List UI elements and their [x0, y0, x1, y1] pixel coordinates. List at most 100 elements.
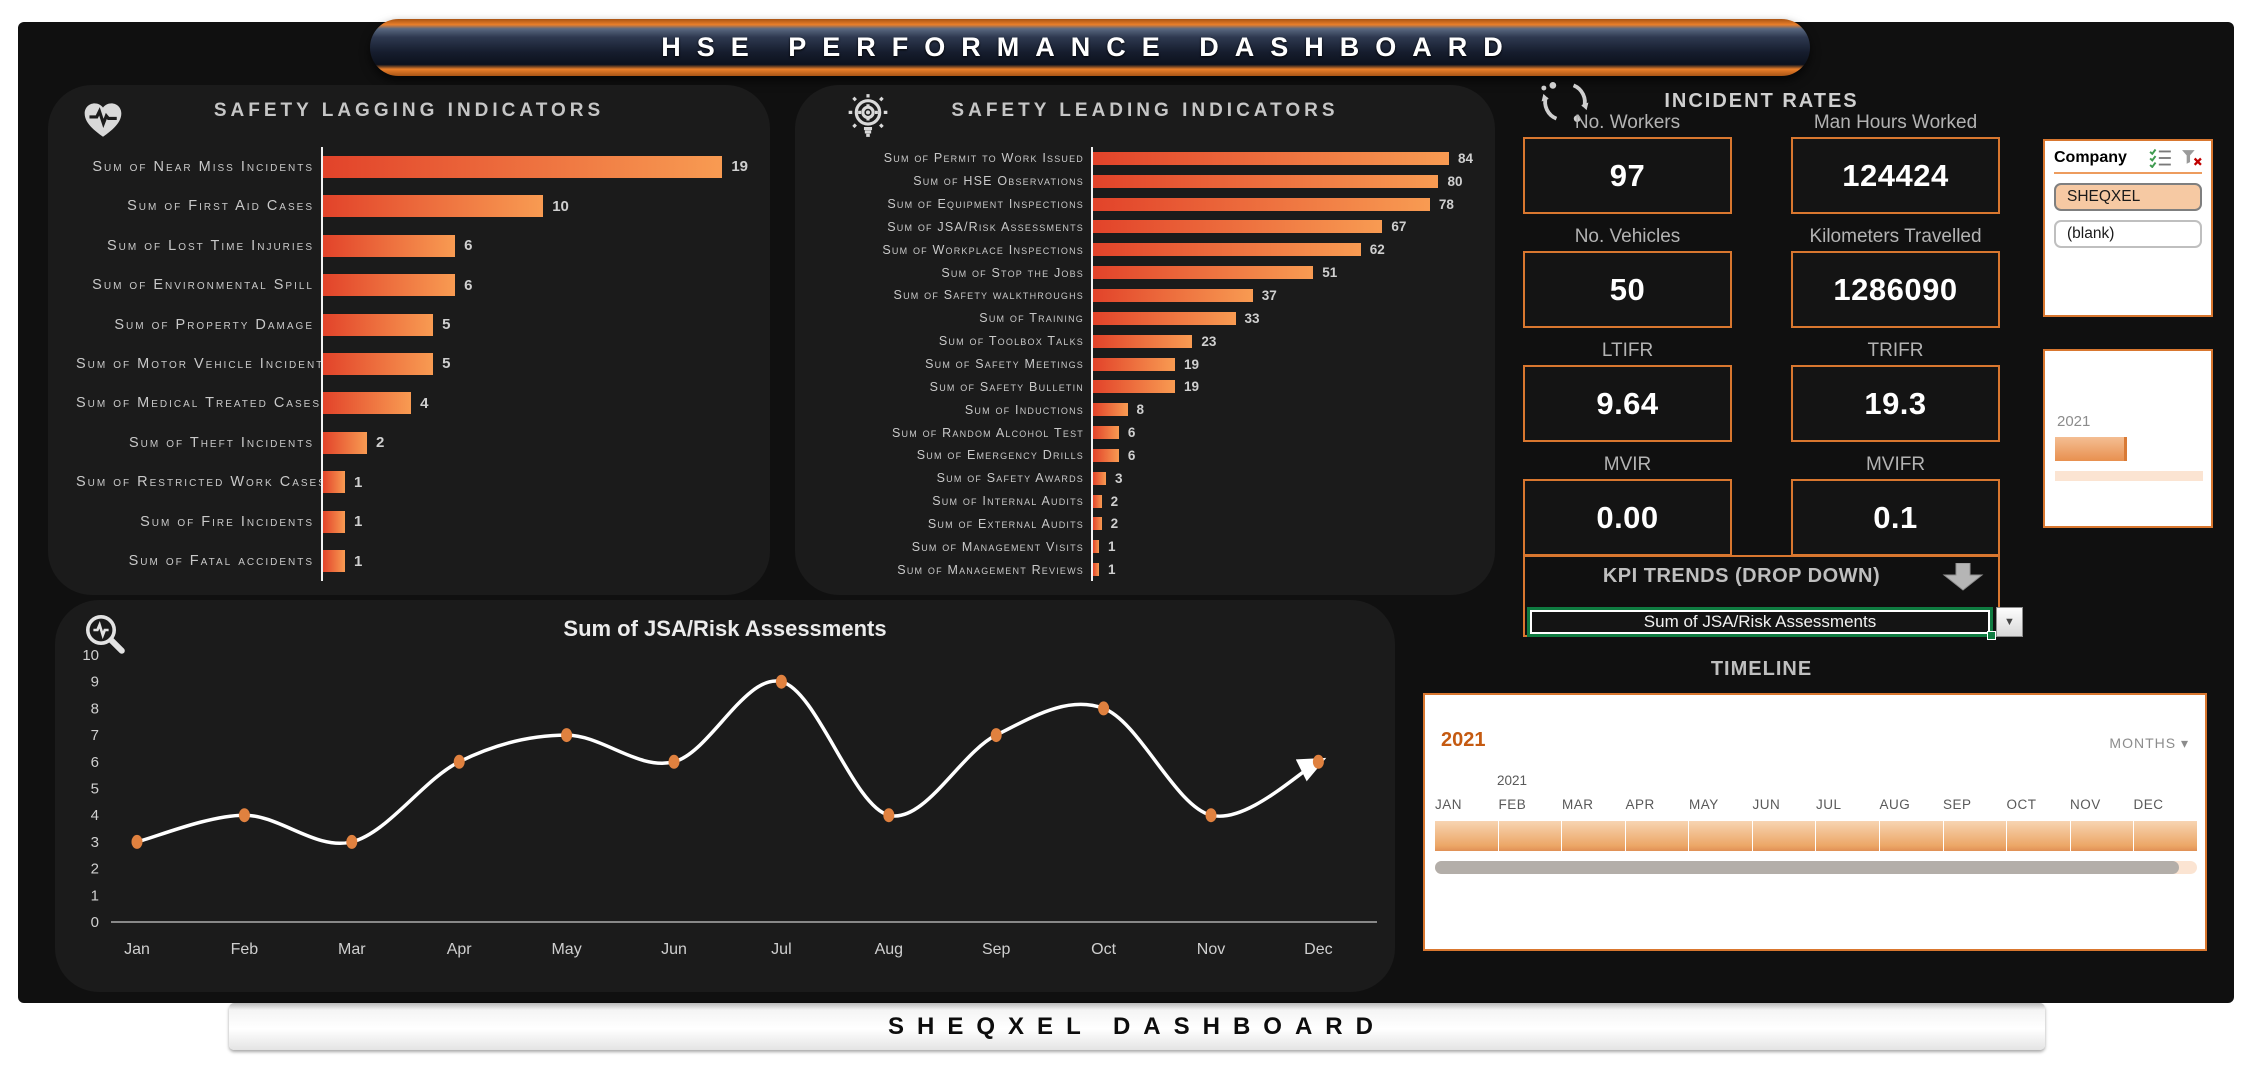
kpi-value-box: 0.1: [1791, 479, 2000, 556]
timeline-month-cell[interactable]: [1752, 821, 1817, 851]
bar-row: Sum of Internal Audits 2: [823, 489, 1473, 513]
bar: [1093, 471, 1106, 485]
bar-track: 5: [321, 304, 748, 345]
timeline-granularity-dropdown[interactable]: MONTHS ▾: [2109, 735, 2189, 752]
multi-select-icon[interactable]: [2149, 148, 2173, 168]
bar-row: Sum of HSE Observations 80: [823, 169, 1473, 193]
year-slicer-scrollbar[interactable]: [2055, 471, 2203, 481]
trend-line-chart: 0 1 2 3 4 5 6 7 8 9 10 Jan Feb Mar Apr May Jun Jul Aug Sep O…: [82, 647, 1377, 958]
bar-category-label: Sum of Medical Treated Cases: [76, 395, 321, 412]
timeline-month-cell[interactable]: [1625, 821, 1690, 851]
kpi-value: 50: [1609, 271, 1646, 307]
kpi-trends-dropdown[interactable]: Sum of JSA/Risk Assessments: [1527, 607, 1996, 640]
bar-row: Sum of Stop the Jobs 51: [823, 261, 1473, 285]
bar-track: 19: [1091, 375, 1473, 399]
kpi-value-box: 9.64: [1523, 365, 1732, 442]
x-axis-month-label: Oct: [1091, 941, 1116, 958]
incident-rates-title: INCIDENT RATES: [1664, 90, 1859, 112]
data-point-marker: [1205, 808, 1217, 823]
timeline-month-cell[interactable]: [1816, 821, 1881, 851]
bar-category-label: Sum of Motor Vehicle Incidents: [76, 355, 321, 372]
bar-category-label: Sum of Workplace Inspections: [882, 242, 1084, 257]
bar-value-label: 1: [1108, 562, 1116, 578]
timeline-selection-band: [1435, 821, 2197, 851]
bar-category-label: Sum of Safety walkthroughs: [893, 288, 1084, 303]
timeline-month-cell[interactable]: [1689, 821, 1753, 851]
footer-title: SHEQXEL DASHBOARD: [888, 1012, 1386, 1040]
bar: [1093, 357, 1176, 371]
lagging-bar-chart: Sum of Near Miss Incidents 19 Sum of First…: [76, 147, 748, 581]
bar-category-label: Sum of Internal Audits: [932, 494, 1084, 509]
data-point-marker: [561, 728, 573, 743]
bar-row: Sum of Medical Treated Cases 4: [76, 383, 748, 424]
bar: [323, 313, 434, 336]
bar-value-label: 51: [1322, 265, 1338, 281]
timeline-month-cell[interactable]: [1562, 821, 1626, 851]
x-axis-month-label: May: [551, 941, 581, 958]
bar-track: 6: [321, 225, 748, 266]
slicer-item-sheqxel[interactable]: SHEQXEL: [2054, 183, 2202, 211]
timeline-month-cell[interactable]: [2134, 821, 2197, 851]
bar-category-label: Sum of Environmental Spill: [92, 277, 314, 294]
kpi-card: MVIFR 0.1: [1791, 454, 2000, 556]
y-axis-tick-label: 0: [91, 914, 99, 931]
data-point-marker: [668, 754, 680, 769]
bar-track: 1: [321, 462, 748, 503]
kpi-trends-dropdown-button[interactable]: ▼: [1996, 607, 2023, 637]
timeline-month-cell[interactable]: [1498, 821, 1563, 851]
bar: [1093, 448, 1119, 462]
year-slicer-selection-bar[interactable]: [2055, 437, 2127, 461]
timeline-month-label: SEP: [1943, 797, 1972, 812]
data-point-marker: [1312, 754, 1324, 769]
clear-filter-icon[interactable]: [2181, 149, 2202, 168]
timeline-month-cell[interactable]: [1943, 821, 2008, 851]
timeline-month-cell[interactable]: [2007, 821, 2071, 851]
timeline-scrollbar-track[interactable]: [1435, 861, 2197, 874]
bar-track: 3: [1091, 466, 1473, 490]
y-axis-tick-label: 8: [91, 700, 99, 717]
selection-fill-handle[interactable]: [1987, 631, 1996, 640]
slicer-item--blank-[interactable]: (blank): [2054, 220, 2202, 248]
bar-track: 33: [1091, 306, 1473, 330]
y-axis-tick-label: 3: [91, 834, 99, 851]
bar-track: 2: [1091, 512, 1473, 536]
y-axis-tick-label: 5: [91, 781, 99, 798]
bar-row: Sum of Fire Incidents 1: [76, 502, 748, 542]
timeline-month-cell[interactable]: [1435, 821, 1499, 851]
bar: [1093, 311, 1236, 325]
kpi-card: LTIFR 9.64: [1523, 340, 1732, 442]
bar-category-label: Sum of Equipment Inspections: [887, 197, 1084, 212]
bar-value-label: 4: [420, 394, 429, 412]
lightbulb-gear-icon: [848, 94, 888, 137]
x-axis-month-label: Dec: [1304, 941, 1332, 958]
bar-category-label: Sum of JSA/Risk Assessments: [887, 219, 1084, 234]
bar-category-label: Sum of First Aid Cases: [127, 198, 314, 215]
timeline-month-cell[interactable]: [1880, 821, 1944, 851]
bar-value-label: 67: [1391, 219, 1407, 235]
data-point-marker: [990, 728, 1002, 743]
kpi-value: 0.00: [1596, 499, 1659, 535]
bar-value-label: 2: [1110, 493, 1119, 509]
timeline-month-cell[interactable]: [2070, 821, 2135, 851]
bar-row: Sum of JSA/Risk Assessments 67: [823, 215, 1473, 239]
kpi-value-box: 0.00: [1523, 479, 1732, 556]
bar-track: 1: [1091, 558, 1473, 582]
bar-row: Sum of Environmental Spill 6: [76, 265, 748, 305]
bar-row: Sum of Near Miss Incidents 19: [76, 147, 748, 187]
bar: [1093, 334, 1193, 348]
timeline-scrollbar-thumb[interactable]: [1435, 861, 2179, 874]
timeline-month-labels: JAN FEB MAR APR MAY JUN JUL AUG SEP OCT NOV DEC: [1435, 797, 2197, 812]
bar: [1093, 517, 1102, 531]
kpi-label: TRIFR: [1867, 340, 1924, 361]
kpi-trends-selected-option: Sum of JSA/Risk Assessments: [1643, 612, 1877, 631]
bar: [323, 431, 368, 454]
dropdown-arrow-icon: ▾: [2180, 735, 2189, 751]
bar-track: 37: [1091, 284, 1473, 307]
timeline-month-label: MAR: [1562, 797, 1594, 812]
bar: [1093, 174, 1439, 188]
header-banner: HSE PERFORMANCE DASHBOARD: [370, 19, 1810, 76]
bar-value-label: 6: [1127, 447, 1136, 463]
bar-value-label: 1: [354, 552, 363, 570]
data-point-marker: [1098, 701, 1110, 716]
kpi-card: TRIFR 19.3: [1791, 340, 2000, 442]
